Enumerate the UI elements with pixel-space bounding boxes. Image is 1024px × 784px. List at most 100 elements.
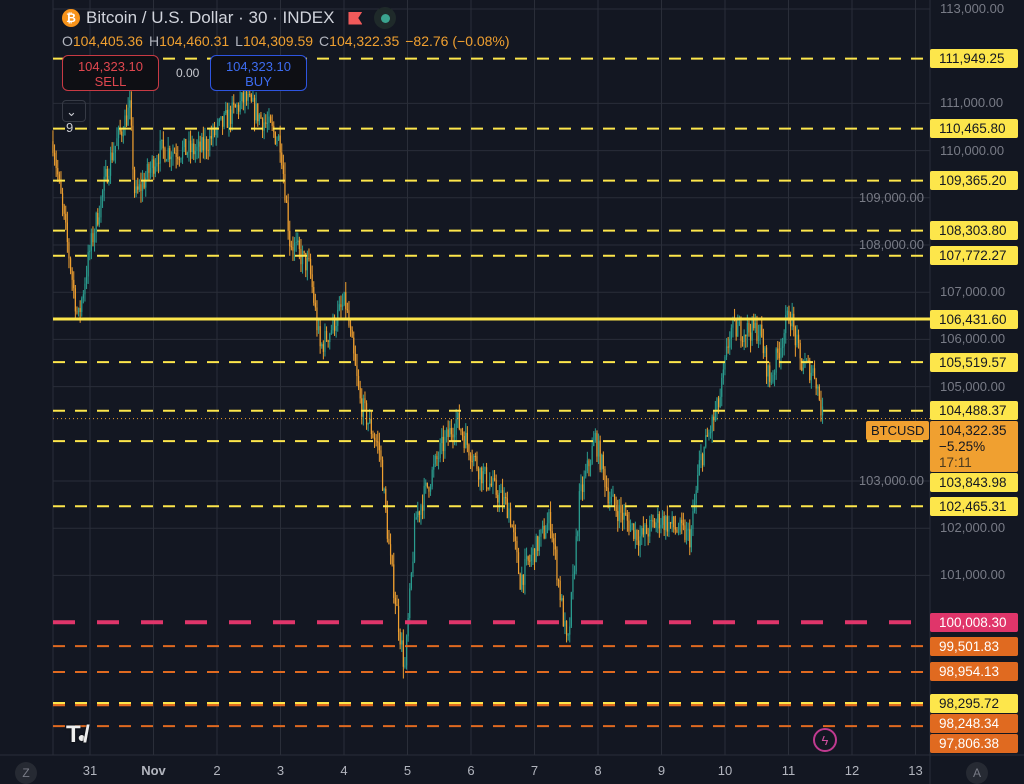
candle-body: [649, 520, 651, 537]
candle-body: [583, 476, 585, 492]
price-line-label[interactable]: 107,772.27: [930, 246, 1018, 266]
candle-body: [101, 190, 104, 198]
candle-body: [525, 556, 528, 559]
x-tick-label: 4: [340, 763, 348, 778]
candle-body: [695, 490, 697, 504]
candle-body: [420, 505, 422, 515]
candle-body: [476, 456, 478, 469]
candle-body: [746, 323, 748, 337]
candle-body: [701, 454, 704, 466]
candle-body: [161, 139, 163, 141]
market-status-icon[interactable]: [374, 7, 397, 29]
price-line-label[interactable]: 103,843.98: [930, 473, 1018, 493]
candle-body: [652, 520, 654, 522]
candle-body: [228, 109, 230, 128]
candle-body: [306, 258, 308, 271]
candle-body: [490, 483, 492, 486]
price-line-label[interactable]: 98,954.13: [930, 662, 1018, 682]
x-tick-label: 3: [276, 763, 285, 778]
price-line-label[interactable]: 108,303.80: [930, 221, 1018, 241]
candle-body: [199, 141, 201, 152]
candle-body: [743, 334, 745, 342]
candle-body: [119, 127, 121, 132]
candle-body: [594, 433, 596, 441]
indicators-toggle[interactable]: ⌄ 9: [62, 100, 86, 135]
candle-body: [690, 528, 692, 548]
bar-countdown: 17:11: [939, 455, 972, 471]
candle-body: [711, 416, 713, 433]
y-tick-label: 105,000.00: [940, 378, 1006, 394]
candle-body: [292, 246, 294, 251]
price-line-label[interactable]: 97,806.38: [930, 733, 1018, 753]
y-tick-label: 110,000.00: [940, 142, 1005, 158]
candle-body: [289, 230, 291, 247]
reset-zoom-button[interactable]: Z: [15, 762, 37, 784]
buy-button[interactable]: 104,323.10 BUY: [210, 55, 307, 91]
candle-body: [466, 432, 468, 445]
tradingview-logo[interactable]: T●/: [66, 721, 90, 748]
price-line-label[interactable]: 105,519.57: [930, 352, 1018, 372]
candle-body: [708, 432, 710, 437]
price-line-label[interactable]: 98,295.72: [930, 693, 1018, 713]
price-line-label[interactable]: 99,501.83: [930, 636, 1018, 656]
price-line-label[interactable]: 109,365.20: [930, 171, 1018, 191]
candle-body: [591, 446, 593, 464]
candle-body: [71, 270, 73, 280]
candle-body: [618, 505, 620, 522]
candle-body: [705, 435, 707, 447]
candle-body: [442, 436, 444, 452]
candle-body: [397, 605, 400, 632]
candle-body: [578, 491, 580, 532]
candle-body: [639, 536, 641, 546]
candle-body: [493, 478, 496, 480]
flag-icon[interactable]: [348, 11, 363, 25]
candle-body: [437, 458, 440, 460]
candle-body: [457, 412, 459, 420]
candle-body: [97, 212, 99, 225]
candle-body: [407, 617, 409, 637]
candle-body: [173, 152, 176, 154]
x-tick-label: 8: [594, 763, 602, 778]
price-line-label[interactable]: 102,465.31: [930, 496, 1018, 516]
candle-body: [405, 636, 408, 666]
candle-body: [605, 487, 608, 489]
symbol-header[interactable]: ₿ Bitcoin / U.S. Dollar · 30 · INDEX: [62, 7, 397, 29]
candle-body: [623, 512, 625, 520]
lightning-icon[interactable]: ϟ: [813, 728, 837, 752]
auto-scale-button[interactable]: A: [966, 762, 988, 784]
candle-body: [98, 217, 100, 225]
candle-body: [572, 574, 574, 593]
candle-body: [677, 531, 680, 533]
candle-body: [81, 298, 83, 312]
candle-body: [783, 333, 785, 347]
candle-body: [679, 519, 681, 532]
candle-body: [445, 429, 448, 437]
candle-body: [188, 140, 190, 153]
candle-body: [277, 135, 280, 141]
price-line-label[interactable]: 98,248.34: [930, 713, 1018, 733]
price-line-label[interactable]: 104,488.37: [930, 401, 1018, 421]
candle-body: [650, 520, 652, 522]
candle-body: [63, 205, 65, 214]
price-line-label[interactable]: 111,949.25: [930, 49, 1018, 69]
price-line-label[interactable]: 100,008.30: [930, 612, 1018, 632]
price-line-label[interactable]: 106,431.60: [930, 309, 1018, 329]
candle-body: [61, 193, 64, 206]
candle-body: [322, 344, 324, 352]
candle-body: [237, 105, 240, 112]
candle-body: [452, 434, 454, 438]
candle-body: [365, 403, 368, 425]
candle-body: [383, 488, 385, 491]
candle-body: [359, 387, 361, 399]
candle-body: [298, 240, 300, 249]
sell-button[interactable]: 104,323.10 SELL: [62, 55, 159, 91]
candle-body: [497, 494, 499, 503]
candle-body: [754, 322, 756, 329]
candle-body: [413, 519, 416, 562]
candle-body: [596, 433, 598, 457]
price-line-label[interactable]: 110,465.80: [930, 119, 1018, 139]
candle-body: [393, 564, 395, 598]
candle-body: [593, 440, 595, 447]
candle-body: [172, 152, 174, 157]
